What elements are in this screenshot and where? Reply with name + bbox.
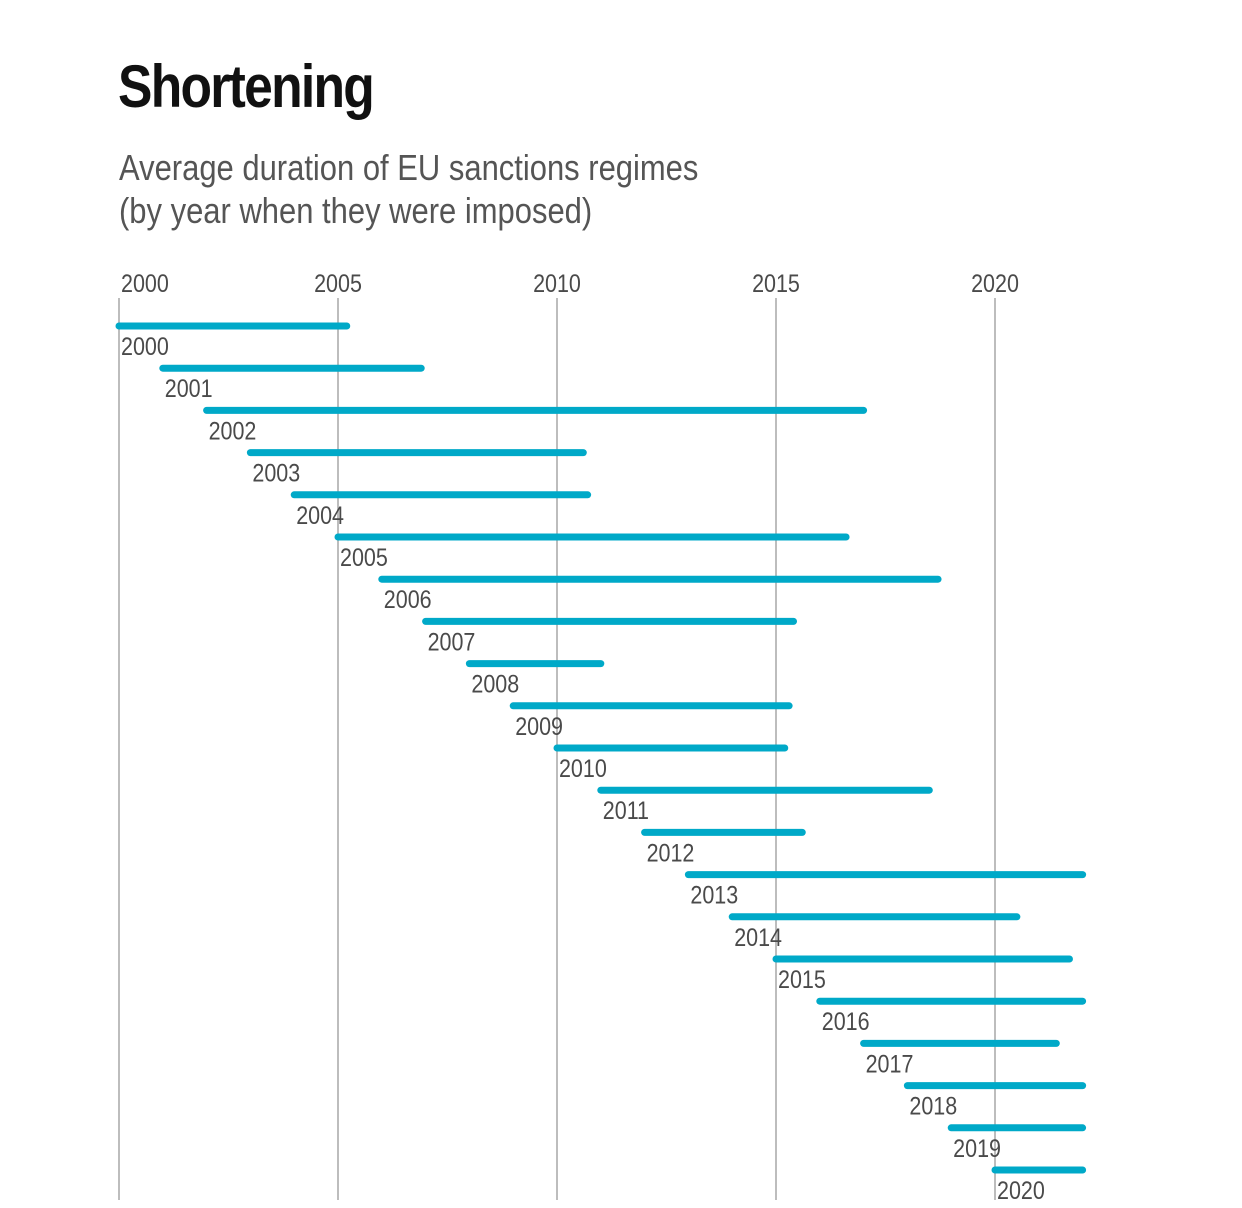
chart-subtitle: Average duration of EU sanctions regimes… [119, 146, 698, 232]
subtitle-line-2: (by year when they were imposed) [119, 190, 593, 231]
category-label-2020: 2020 [997, 1176, 1045, 1204]
category-label-2005: 2005 [340, 543, 388, 571]
category-label-2001: 2001 [165, 375, 213, 403]
x-tick-label-2010: 2010 [533, 269, 581, 297]
category-label-2000: 2000 [121, 332, 169, 360]
category-label-2018: 2018 [909, 1092, 957, 1120]
category-label-2015: 2015 [778, 965, 826, 993]
category-label-2003: 2003 [252, 459, 300, 487]
subtitle-line-1: Average duration of EU sanctions regimes [119, 147, 699, 188]
x-tick-label-2005: 2005 [314, 269, 362, 297]
category-label-2011: 2011 [603, 797, 649, 825]
x-tick-label-2000: 2000 [121, 269, 169, 297]
x-tick-label-2015: 2015 [752, 269, 800, 297]
x-tick-label-2020: 2020 [971, 269, 1019, 297]
category-label-2009: 2009 [515, 712, 563, 740]
category-label-2017: 2017 [866, 1050, 914, 1078]
category-label-2019: 2019 [953, 1134, 1001, 1162]
category-label-2014: 2014 [734, 923, 782, 951]
category-label-2010: 2010 [559, 754, 607, 782]
category-label-2002: 2002 [209, 417, 257, 445]
category-label-2013: 2013 [690, 881, 738, 909]
category-label-2016: 2016 [822, 1008, 870, 1036]
category-label-2008: 2008 [471, 670, 519, 698]
chart-title: Shortening [118, 53, 375, 120]
category-label-2004: 2004 [296, 501, 344, 529]
category-label-2012: 2012 [647, 839, 695, 867]
category-label-2007: 2007 [428, 628, 476, 656]
category-label-2006: 2006 [384, 586, 432, 614]
